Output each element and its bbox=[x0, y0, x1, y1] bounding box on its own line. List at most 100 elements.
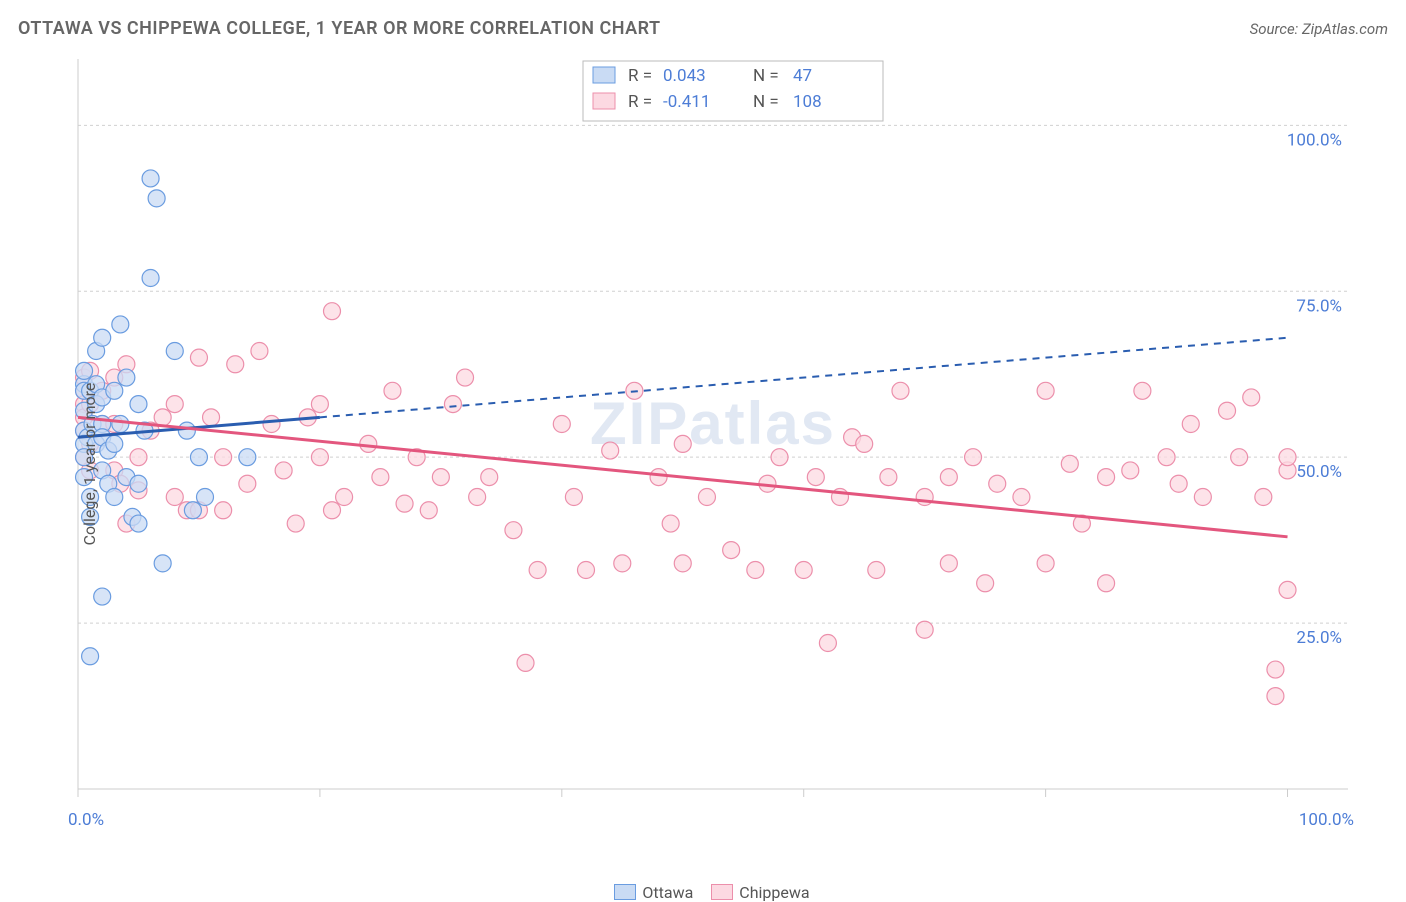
scatter-point bbox=[916, 621, 933, 638]
scatter-point bbox=[469, 489, 486, 506]
scatter-point bbox=[457, 369, 474, 386]
scatter-point bbox=[130, 449, 147, 466]
scatter-point bbox=[747, 562, 764, 579]
scatter-point bbox=[336, 489, 353, 506]
scatter-point bbox=[795, 562, 812, 579]
scatter-point bbox=[420, 502, 437, 519]
scatter-point bbox=[82, 648, 99, 665]
scatter-point bbox=[215, 502, 232, 519]
scatter-point bbox=[505, 522, 522, 539]
scatter-point bbox=[940, 469, 957, 486]
scatter-point bbox=[184, 502, 201, 519]
svg-text:0.043: 0.043 bbox=[663, 66, 706, 86]
scatter-point bbox=[178, 422, 195, 439]
scatter-point bbox=[239, 449, 256, 466]
scatter-point bbox=[723, 542, 740, 559]
legend-swatch bbox=[711, 884, 733, 900]
scatter-point bbox=[771, 449, 788, 466]
scatter-point bbox=[977, 575, 994, 592]
svg-text:N =: N = bbox=[753, 92, 779, 112]
scatter-point bbox=[203, 409, 220, 426]
scatter-point bbox=[154, 409, 171, 426]
legend-label: Chippewa bbox=[739, 883, 809, 902]
legend-bottom: Ottawa Chippewa bbox=[0, 879, 1406, 902]
scatter-point bbox=[106, 435, 123, 452]
scatter-point bbox=[1061, 455, 1078, 472]
legend-top: R =0.043N =47R =-0.411N =108 bbox=[583, 61, 883, 121]
scatter-point bbox=[251, 343, 268, 360]
scatter-point bbox=[1098, 575, 1115, 592]
scatter-point bbox=[1194, 489, 1211, 506]
scatter-point bbox=[106, 382, 123, 399]
scatter-point bbox=[396, 495, 413, 512]
scatter-point bbox=[1170, 475, 1187, 492]
legend-label: Ottawa bbox=[642, 883, 693, 902]
scatter-point bbox=[965, 449, 982, 466]
scatter-point bbox=[324, 303, 341, 320]
scatter-point bbox=[190, 349, 207, 366]
svg-text:R =: R = bbox=[628, 92, 652, 112]
chart-source: Source: ZipAtlas.com bbox=[1250, 20, 1388, 38]
scatter-point bbox=[324, 502, 341, 519]
scatter-point bbox=[444, 396, 461, 413]
scatter-point bbox=[1158, 449, 1175, 466]
scatter-point bbox=[553, 416, 570, 433]
scatter-chart: 25.0%50.0%75.0%100.0%ZIPatlasR =0.043N =… bbox=[18, 49, 1358, 879]
scatter-point bbox=[130, 396, 147, 413]
scatter-point bbox=[263, 416, 280, 433]
scatter-point bbox=[650, 469, 667, 486]
scatter-point bbox=[614, 555, 631, 572]
svg-text:R =: R = bbox=[628, 66, 652, 86]
legend-swatch bbox=[614, 884, 636, 900]
scatter-point bbox=[1037, 382, 1054, 399]
scatter-point bbox=[662, 515, 679, 532]
scatter-point bbox=[360, 435, 377, 452]
scatter-point bbox=[166, 343, 183, 360]
x-axis-max-label: 100.0% bbox=[1299, 810, 1354, 830]
scatter-point bbox=[166, 396, 183, 413]
scatter-point bbox=[1122, 462, 1139, 479]
scatter-point bbox=[989, 475, 1006, 492]
scatter-point bbox=[190, 449, 207, 466]
scatter-point bbox=[1013, 489, 1030, 506]
scatter-point bbox=[1267, 661, 1284, 678]
scatter-point bbox=[112, 316, 129, 333]
scatter-point bbox=[529, 562, 546, 579]
scatter-point bbox=[215, 449, 232, 466]
scatter-point bbox=[1134, 382, 1151, 399]
scatter-point bbox=[1279, 449, 1296, 466]
scatter-point bbox=[384, 382, 401, 399]
plot-area: College, 1 year or more 25.0%50.0%75.0%1… bbox=[18, 49, 1388, 879]
svg-text:47: 47 bbox=[793, 66, 812, 86]
y-tick-label: 75.0% bbox=[1296, 296, 1342, 316]
svg-text:N =: N = bbox=[753, 66, 779, 86]
scatter-point bbox=[118, 369, 135, 386]
scatter-point bbox=[517, 654, 534, 671]
scatter-point bbox=[1219, 402, 1236, 419]
scatter-point bbox=[807, 469, 824, 486]
scatter-point bbox=[239, 475, 256, 492]
scatter-point bbox=[106, 489, 123, 506]
scatter-point bbox=[940, 555, 957, 572]
scatter-point bbox=[275, 462, 292, 479]
scatter-point bbox=[130, 515, 147, 532]
y-tick-label: 100.0% bbox=[1287, 130, 1342, 150]
scatter-point bbox=[287, 515, 304, 532]
svg-text:108: 108 bbox=[793, 92, 822, 112]
chart-title: OTTAWA VS CHIPPEWA COLLEGE, 1 YEAR OR MO… bbox=[18, 18, 661, 39]
scatter-point bbox=[674, 555, 691, 572]
scatter-point bbox=[1098, 469, 1115, 486]
scatter-point bbox=[856, 435, 873, 452]
scatter-point bbox=[1037, 555, 1054, 572]
scatter-point bbox=[578, 562, 595, 579]
scatter-point bbox=[142, 170, 159, 187]
scatter-point bbox=[227, 356, 244, 373]
scatter-point bbox=[602, 442, 619, 459]
y-tick-label: 50.0% bbox=[1296, 462, 1342, 482]
scatter-point bbox=[94, 329, 111, 346]
y-axis-label: College, 1 year or more bbox=[80, 383, 99, 546]
scatter-point bbox=[565, 489, 582, 506]
scatter-point bbox=[1255, 489, 1272, 506]
scatter-point bbox=[868, 562, 885, 579]
chart-header: OTTAWA VS CHIPPEWA COLLEGE, 1 YEAR OR MO… bbox=[0, 0, 1406, 49]
